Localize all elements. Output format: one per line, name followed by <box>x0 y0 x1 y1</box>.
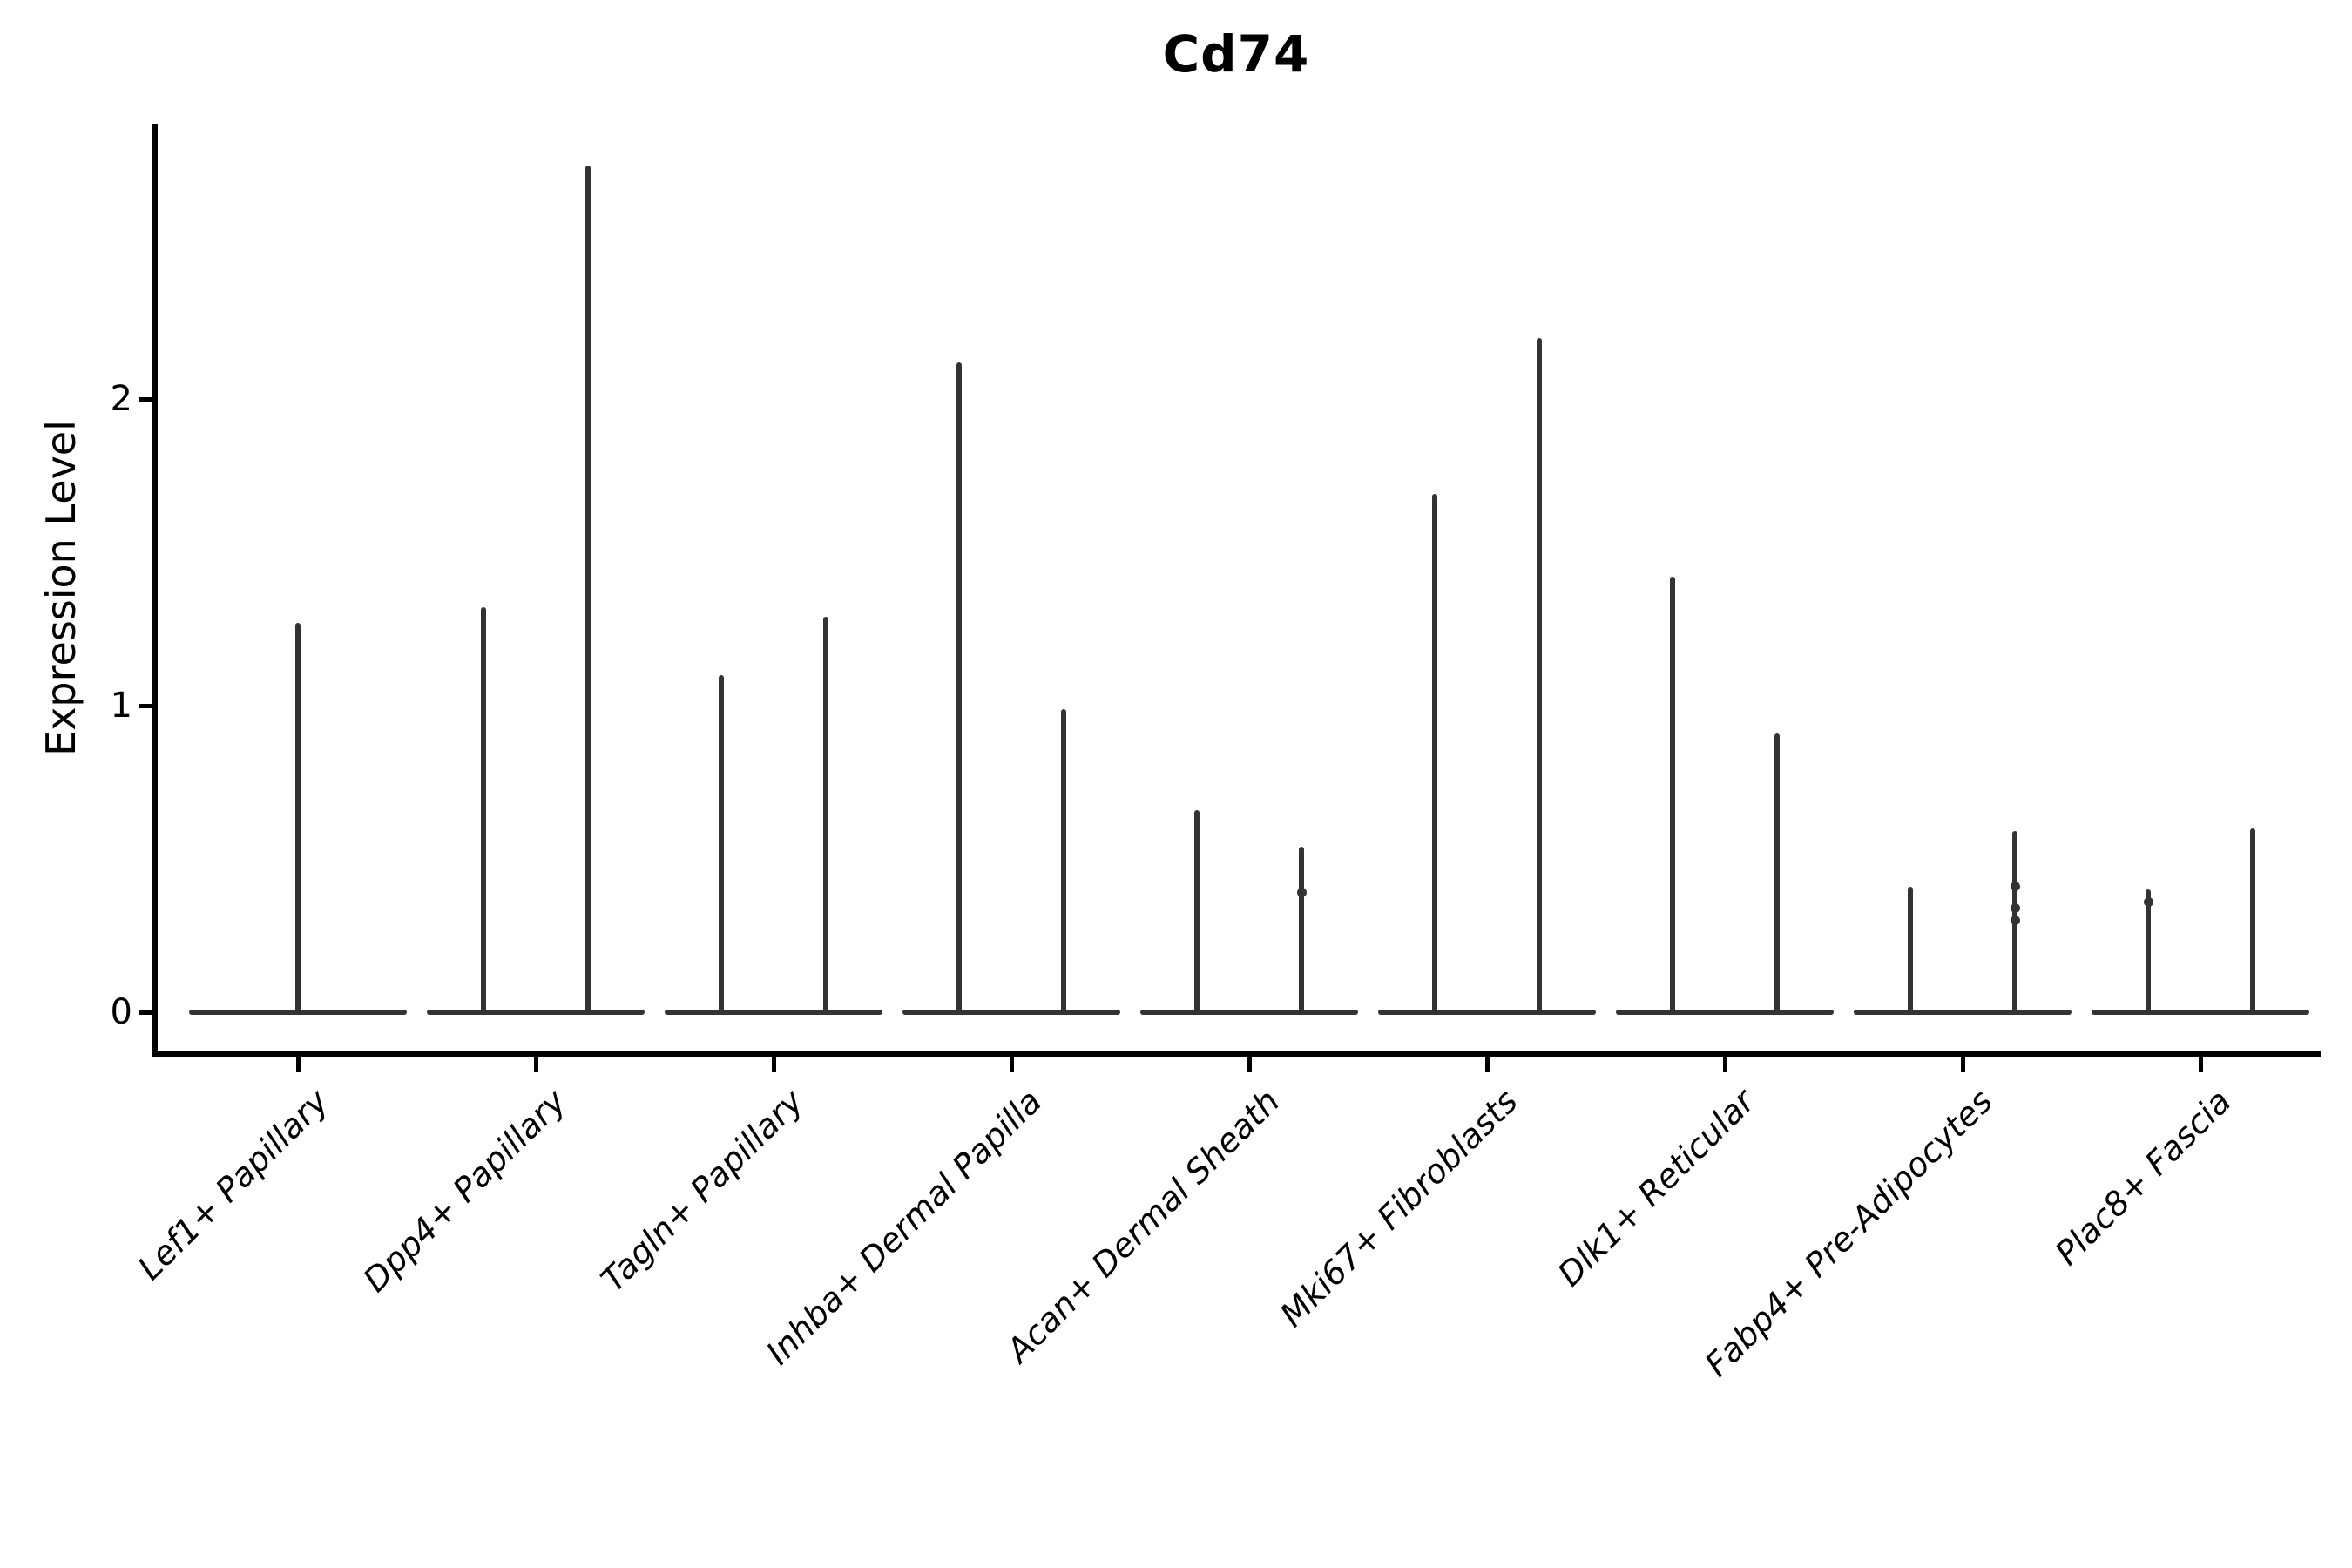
violin-spike <box>1061 708 1066 1014</box>
violin-baseline <box>2092 1010 2309 1015</box>
violin-spike <box>2250 828 2255 1014</box>
violin-spike <box>295 622 301 1014</box>
x-tick <box>771 1057 776 1072</box>
violin-spike <box>823 616 828 1014</box>
x-tick <box>1960 1057 1965 1072</box>
violin-spike <box>1537 337 1542 1014</box>
y-tick-label: 1 <box>110 686 132 726</box>
violin-spike <box>585 166 591 1014</box>
x-tick <box>533 1057 538 1072</box>
chart-title: Cd74 <box>1162 24 1310 84</box>
violin-spike <box>2146 889 2151 1014</box>
violin-baseline <box>665 1010 882 1015</box>
x-axis-label: Tagln+ Papillary <box>593 1082 812 1300</box>
violin-spike <box>1299 846 1304 1014</box>
x-tick <box>1009 1057 1014 1072</box>
y-tick-label: 0 <box>110 992 132 1032</box>
x-tick <box>2198 1057 2203 1072</box>
violin-spike <box>1908 886 1913 1014</box>
violin-baseline <box>1854 1010 2072 1015</box>
x-axis-label: Dlk1+ Reticular <box>1551 1082 1763 1294</box>
violin-point <box>2010 882 2020 892</box>
y-tick <box>139 1010 155 1015</box>
x-tick <box>1484 1057 1490 1072</box>
violin-baseline <box>1378 1010 1596 1015</box>
violin-spike <box>1432 494 1437 1014</box>
violin-point <box>2010 915 2020 925</box>
violin-spike <box>1670 577 1675 1014</box>
violin-spike <box>719 674 724 1014</box>
x-axis-label: Mki67+ Fibroblasts <box>1272 1082 1525 1335</box>
x-axis-label: Dpp4+ Papillary <box>355 1082 574 1300</box>
x-tick <box>1247 1057 1252 1072</box>
y-tick <box>139 703 155 708</box>
x-axis-label: Lef1+ Papillary <box>130 1082 336 1288</box>
y-tick-label: 2 <box>110 379 132 419</box>
x-axis-spine <box>152 1051 2321 1057</box>
violin-spike <box>481 607 486 1014</box>
x-tick <box>295 1057 301 1072</box>
violin-spike <box>1194 809 1200 1014</box>
y-tick <box>139 396 155 402</box>
violin-spike <box>956 362 962 1014</box>
x-axis-label: Plac8+ Fascia <box>2047 1082 2239 1273</box>
violin-baseline <box>902 1010 1120 1015</box>
x-axis-label: Acan+ Dermal Sheath <box>998 1082 1288 1370</box>
x-tick <box>1722 1057 1727 1072</box>
violin-baseline <box>1616 1010 1834 1015</box>
violin-point <box>1296 888 1307 898</box>
y-axis-spine <box>152 124 158 1057</box>
x-axis-label: Inhba+ Dermal Papilla <box>758 1082 1050 1373</box>
violin-spike <box>1774 733 1780 1014</box>
violin-baseline <box>427 1010 645 1015</box>
violin-point <box>2143 896 2153 907</box>
violin-baseline <box>1140 1010 1358 1015</box>
violin-point <box>2010 902 2020 913</box>
